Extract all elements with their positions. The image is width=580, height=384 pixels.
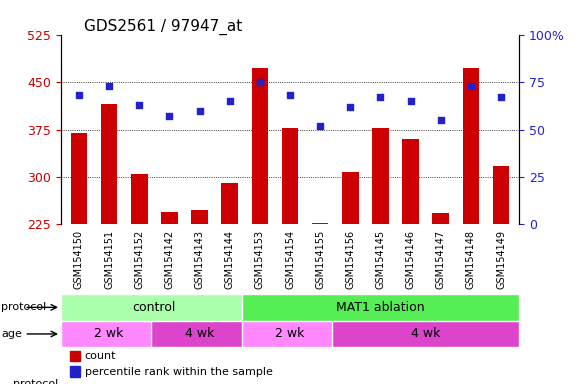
Point [466, 83, 476, 89]
Text: GSM154152: GSM154152 [135, 230, 144, 289]
Bar [71, 132, 87, 367]
Text: 4 wk: 4 wk [411, 328, 440, 341]
Bar [493, 166, 509, 367]
Text: GSM154143: GSM154143 [194, 230, 205, 289]
Bar [61, 321, 157, 347]
Text: GSM154144: GSM154144 [224, 230, 235, 289]
Text: GSM154151: GSM154151 [104, 230, 114, 289]
Text: GSM154142: GSM154142 [164, 230, 175, 289]
Bar [70, 366, 80, 377]
Bar [433, 213, 449, 367]
Text: 4 wk: 4 wk [185, 328, 214, 341]
Bar [342, 172, 358, 367]
Bar [61, 294, 248, 321]
Bar [332, 321, 519, 347]
Text: GSM154146: GSM154146 [405, 230, 416, 289]
Text: age: age [1, 329, 22, 339]
Bar [242, 294, 519, 321]
Point [346, 104, 355, 110]
Point [195, 108, 204, 114]
Bar [70, 351, 80, 361]
Text: count: count [85, 351, 116, 361]
Point [255, 79, 264, 85]
Text: GSM154156: GSM154156 [345, 230, 356, 289]
Bar [242, 321, 338, 347]
Text: 2 wk: 2 wk [276, 328, 304, 341]
Text: GSM154153: GSM154153 [255, 230, 265, 289]
Point [135, 102, 144, 108]
Point [285, 92, 295, 98]
Bar [151, 321, 248, 347]
Bar [463, 68, 479, 367]
Point [74, 92, 84, 98]
Text: GSM154149: GSM154149 [496, 230, 506, 289]
Text: GSM154155: GSM154155 [315, 230, 325, 289]
Text: GSM154148: GSM154148 [466, 230, 476, 289]
Bar [222, 183, 238, 367]
Bar [191, 210, 208, 367]
Bar [372, 127, 389, 367]
Text: control: control [133, 301, 176, 314]
Text: 2 wk: 2 wk [95, 328, 124, 341]
Point [165, 113, 174, 119]
Text: GDS2561 / 97947_at: GDS2561 / 97947_at [84, 18, 242, 35]
Bar [282, 127, 298, 367]
Text: GSM154150: GSM154150 [74, 230, 84, 289]
Text: GSM154145: GSM154145 [375, 230, 386, 289]
Text: MAT1 ablation: MAT1 ablation [336, 301, 425, 314]
Text: protocol: protocol [13, 379, 58, 384]
Point [406, 98, 415, 104]
Bar [161, 212, 177, 367]
Text: protocol: protocol [1, 302, 46, 312]
Bar [101, 104, 117, 367]
Point [316, 122, 325, 129]
Text: GSM154147: GSM154147 [436, 230, 445, 289]
Point [376, 94, 385, 100]
Bar [131, 174, 147, 367]
Text: percentile rank within the sample: percentile rank within the sample [85, 367, 273, 377]
Point [225, 98, 234, 104]
Bar [312, 223, 328, 367]
Point [104, 83, 114, 89]
Bar [403, 139, 419, 367]
Point [436, 117, 445, 123]
Point [496, 94, 506, 100]
Bar [252, 68, 268, 367]
Text: GSM154154: GSM154154 [285, 230, 295, 289]
